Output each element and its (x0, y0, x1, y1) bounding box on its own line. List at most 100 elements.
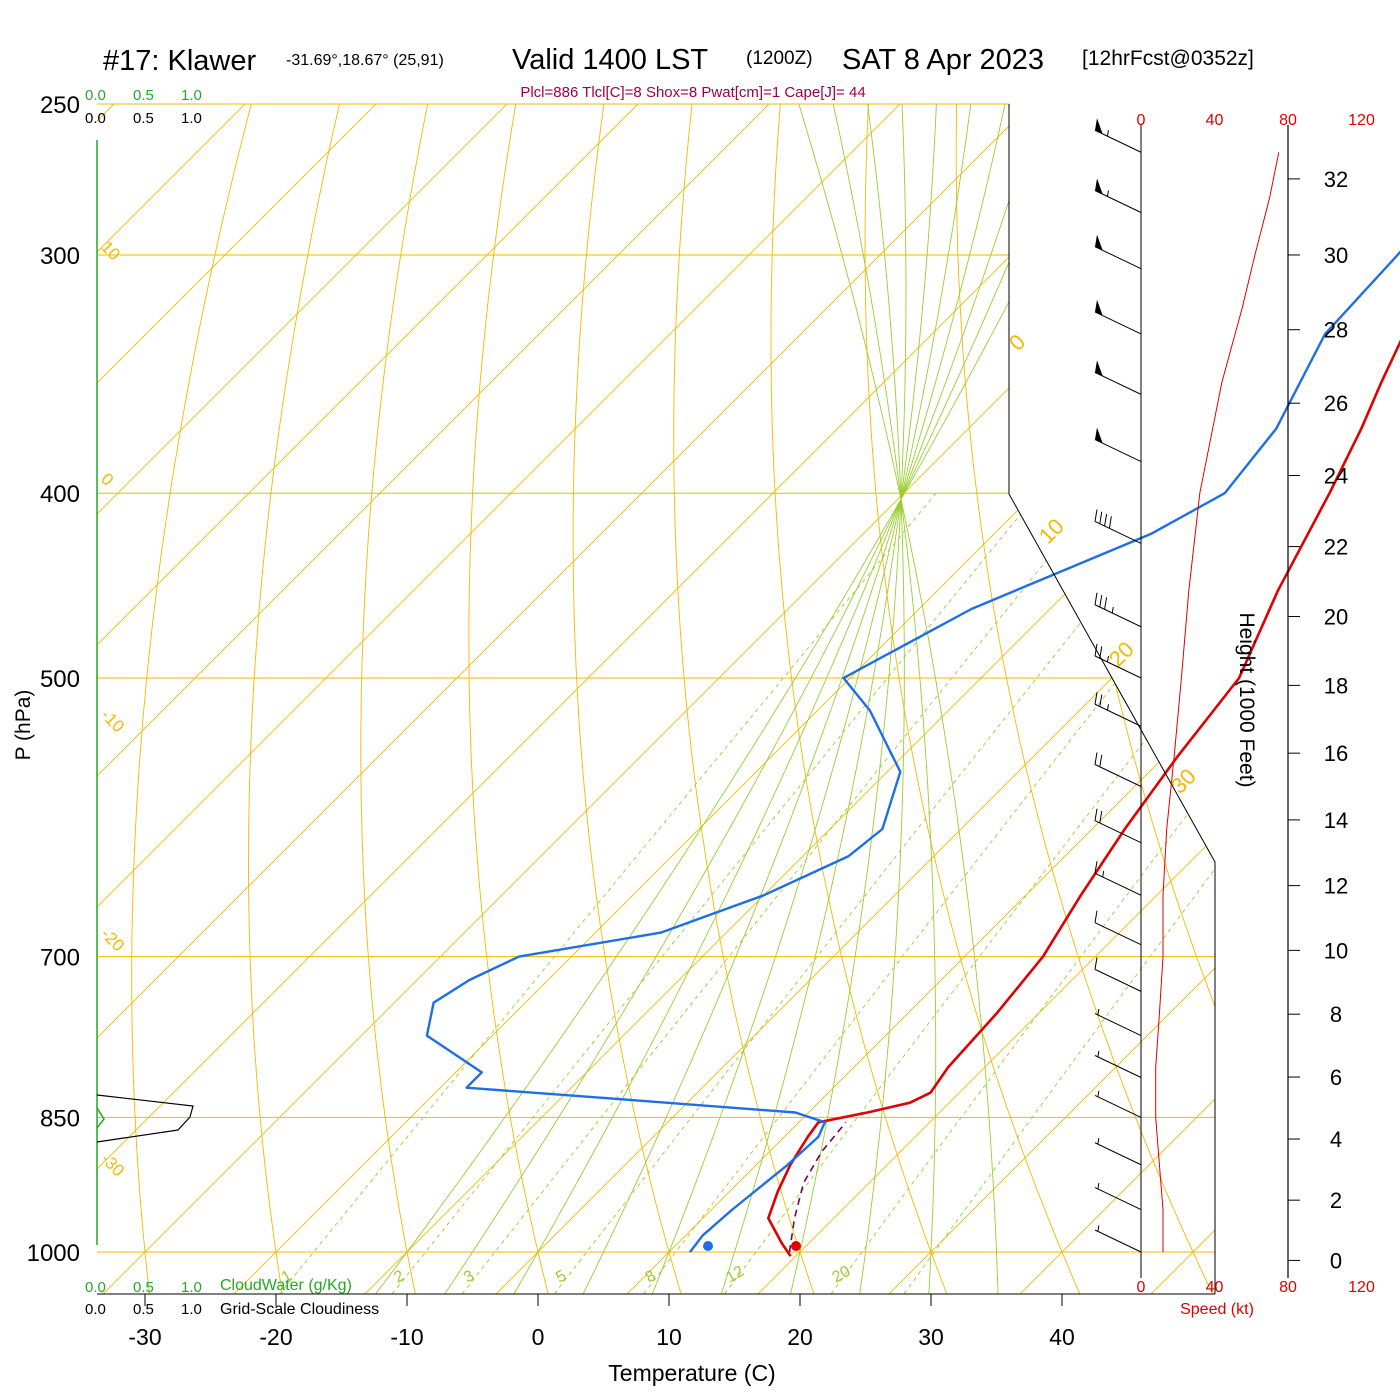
wind-barb-full (1094, 692, 1098, 705)
speed-tick-bottom: 120 (1348, 1279, 1375, 1296)
x-tick-label: 30 (918, 1324, 944, 1350)
wind-barb-staff (1094, 1055, 1142, 1078)
wind-barb-full (1094, 509, 1098, 522)
saturated-adiabat-line (370, 104, 1125, 1294)
wind-barb-half (1097, 1225, 1100, 1232)
y-axis-label: P (hPa) (12, 690, 35, 761)
isotherm-line (227, 104, 1215, 1294)
pressure-axis-ticks: 250 300 400 500 700 850 1000 (27, 92, 80, 1267)
wind-barb-staff (1094, 703, 1142, 727)
height-tick-label: 22 (1324, 535, 1348, 560)
height-axis-label: Height (1000 Feet) (1235, 612, 1258, 787)
isotherm-line (97, 104, 169, 1294)
mixing-ratio-label: 5 (553, 1267, 569, 1286)
pressure-tick-label: 850 (40, 1105, 80, 1132)
wind-barb-staff (1094, 439, 1142, 463)
temperature-line (766, 339, 1400, 1257)
wind-barb-half (1106, 655, 1109, 663)
wind-barb-half (1097, 1050, 1100, 1057)
isotherm-label: -30 (97, 1149, 128, 1180)
wind-barb-flag (1095, 118, 1103, 134)
height-tick-label: 28 (1324, 318, 1348, 343)
cloud-scale-top: 0.0 0.5 1.0 0.0 0.5 1.0 (85, 87, 202, 127)
height-tick-label: 4 (1330, 1127, 1342, 1152)
isotherm-line (97, 104, 562, 1294)
wind-barb-full (1108, 516, 1112, 529)
pressure-tick-label: 300 (40, 243, 80, 270)
wind-barb (1094, 1138, 1142, 1166)
pressure-tick-label: 700 (40, 945, 80, 972)
dry-adiabat-line (1131, 104, 1215, 1294)
cloudwater-curve (96, 1107, 105, 1129)
wind-barb-staff (1094, 1229, 1142, 1253)
dry-adiabat-line (360, 104, 435, 1294)
wind-barb-staff (1094, 922, 1142, 946)
pressure-tick-label: 500 (40, 666, 80, 693)
dry-adiabat-line (248, 104, 348, 1294)
pressure-tick-label: 250 (40, 92, 80, 119)
speed-axis-label: Speed (kt) (1180, 1301, 1254, 1318)
wind-barb (1094, 234, 1142, 270)
cloudiness-curve (96, 1094, 194, 1143)
wind-barb (1094, 1225, 1142, 1253)
wind-barb-half (1097, 1138, 1100, 1145)
saturated-adiabat-line (825, 104, 937, 1294)
wind-barb-staff (1094, 1142, 1142, 1166)
wind-barb-full (1094, 752, 1098, 765)
plot-boundary (1008, 104, 1216, 1294)
isotherm-label: 20 (1104, 637, 1139, 672)
wind-barb-full (1099, 694, 1103, 707)
wind-barb-half (1097, 1090, 1100, 1097)
height-tick-label: 8 (1330, 1002, 1342, 1027)
isotherm-line (882, 104, 1215, 1294)
height-tick-label: 20 (1324, 605, 1348, 630)
x-tick-label: 0 (532, 1324, 545, 1350)
wind-barb-flag (1095, 299, 1103, 316)
cloudiness-tick-top-1: 0.5 (133, 110, 154, 127)
saturated-adiabat-line (509, 104, 1051, 1294)
speed-tick-bottom: 40 (1206, 1279, 1224, 1296)
height-tick-label: 6 (1330, 1065, 1342, 1090)
isotherm-line (1144, 104, 1215, 1294)
wind-barb-flag (1095, 234, 1103, 251)
wind-barb (1094, 427, 1142, 463)
wind-barb (1094, 957, 1142, 992)
title-date: SAT 8 Apr 2023 (842, 44, 1044, 76)
wind-barb (1094, 509, 1142, 544)
pressure-tick-label: 1000 (27, 1240, 80, 1267)
wind-barb (1094, 692, 1142, 727)
x-tick-label: -30 (128, 1324, 161, 1350)
mixing-ratio-label: 3 (461, 1267, 477, 1286)
height-tick-label: 12 (1324, 874, 1348, 899)
parcel-line (788, 1121, 847, 1253)
wind-barb-full (1099, 646, 1103, 659)
isotherm-line (358, 104, 1215, 1294)
cloudwater-tick-bottom-1: 0.5 (133, 1279, 154, 1296)
isotherm-line (97, 104, 693, 1294)
title-main: #17: Klawer (103, 45, 256, 77)
isotherm-line (620, 104, 1215, 1294)
mixing-ratio-line (549, 492, 1184, 1294)
wind-barb (1094, 808, 1142, 844)
height-tick-label: 2 (1330, 1188, 1342, 1213)
wind-barb (1094, 1050, 1142, 1078)
wind-barb-full (1099, 810, 1103, 824)
isotherm-line (97, 104, 955, 1294)
x-tick-label: -10 (390, 1324, 423, 1350)
wind-barb (1094, 1090, 1142, 1118)
wind-barb-full (1104, 513, 1108, 527)
pressure-tick-label: 400 (40, 481, 80, 508)
wind-barb (1094, 1008, 1142, 1037)
height-tick-label: 10 (1324, 938, 1348, 963)
height-tick-label: 30 (1324, 243, 1348, 268)
dry-adiabat-line (770, 104, 950, 1294)
mixing-ratio-line (899, 492, 1215, 1294)
title-zulu: (1200Z) (746, 48, 813, 69)
mixing-ratio-label: 2 (391, 1267, 407, 1286)
saturated-adiabat-line (788, 104, 907, 1294)
x-axis-ticks: -30 -20 -10 0 10 20 30 40 (128, 1294, 1075, 1350)
x-tick-label: 20 (787, 1324, 813, 1350)
isotherm-line (97, 104, 1215, 1294)
cloudwater-label: CloudWater (g/Kg) (220, 1277, 352, 1294)
